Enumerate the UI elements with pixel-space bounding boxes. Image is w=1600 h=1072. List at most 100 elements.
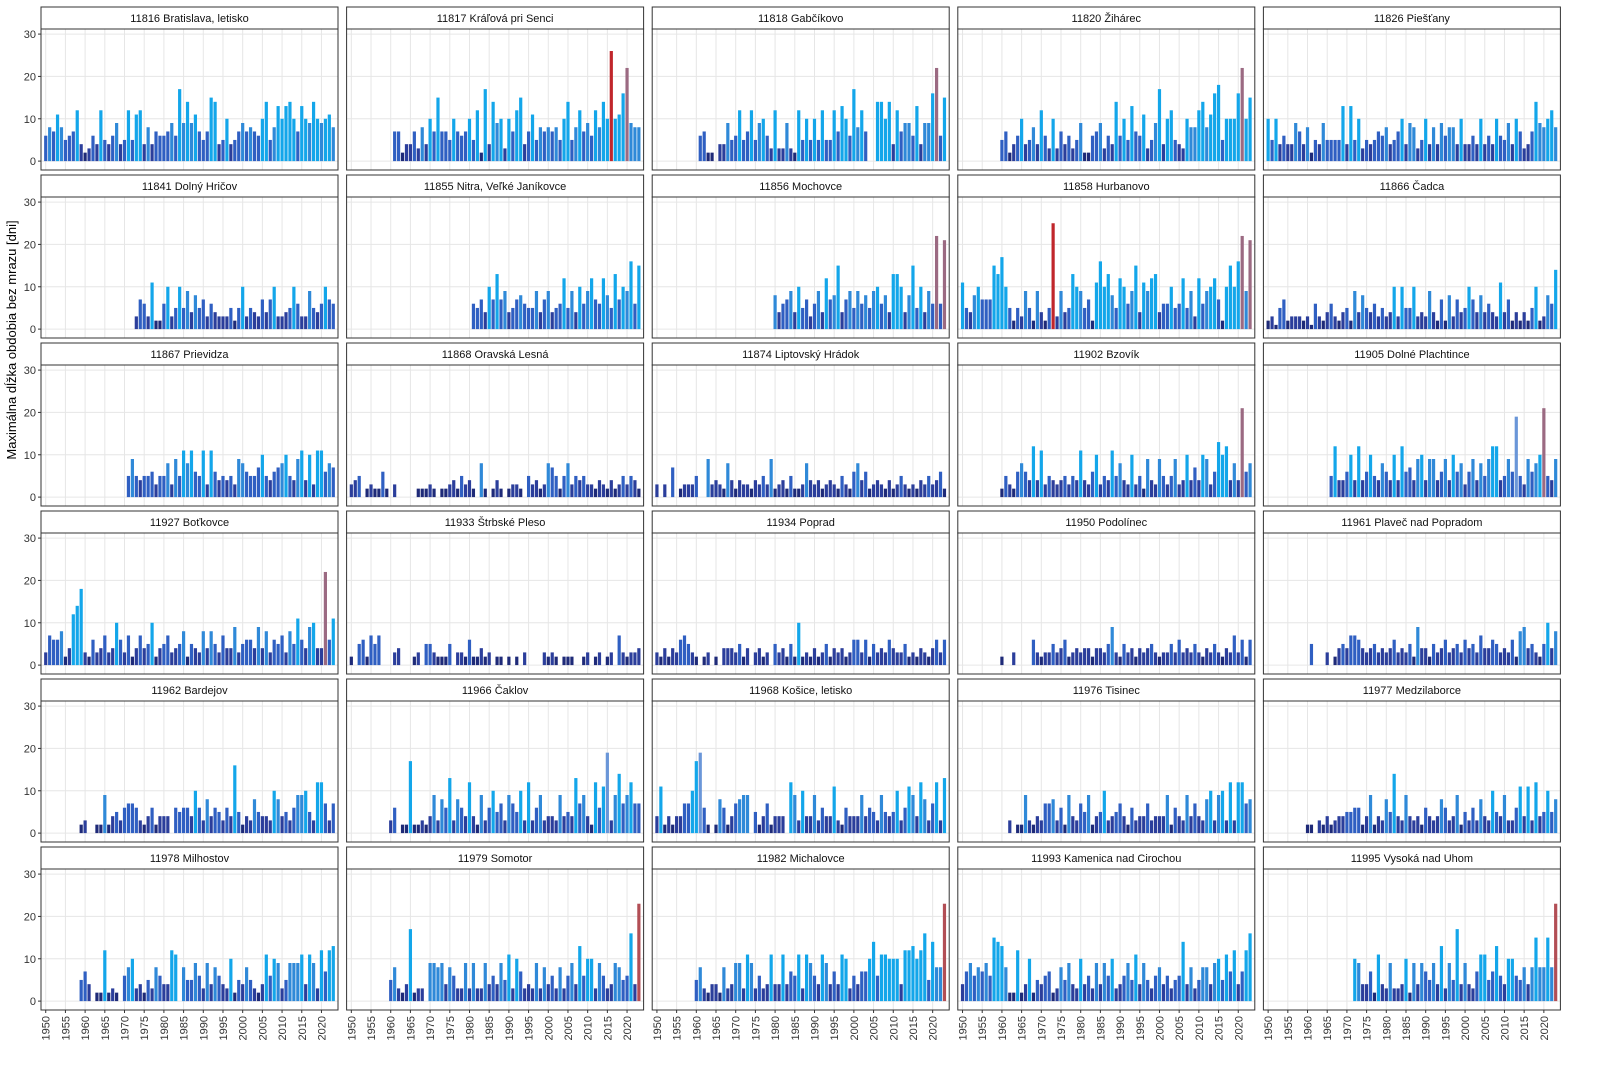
bar [1220,979,1225,1002]
bar [883,295,887,330]
bar [1471,807,1475,834]
bar [1396,988,1400,1002]
bar [1185,648,1189,666]
bar [710,484,714,498]
bar [495,274,499,330]
bar [1142,963,1146,1002]
bar [1027,307,1032,330]
bar [260,299,264,330]
bar [1376,816,1381,834]
bar [483,89,487,162]
bar [868,958,872,1002]
y-tick-label: 20 [24,743,36,755]
bar [1106,820,1110,834]
bar [1043,135,1047,162]
bar [170,123,174,162]
bar [671,824,675,834]
bar [546,127,550,162]
bar [1185,118,1189,162]
bar [1189,652,1193,666]
bar [1122,816,1126,834]
bar [860,480,864,498]
bar [988,975,992,1002]
bar [495,123,499,162]
bar [895,274,899,330]
bar [1309,324,1314,330]
bar [170,950,174,1002]
bar [1534,101,1538,162]
panel-title: 11818 Gabčíkovo [758,13,843,25]
bar [174,459,178,498]
bar [1146,648,1150,666]
bar [245,639,249,666]
bar [613,963,617,1002]
panel-border [957,28,1256,171]
bar [1502,648,1507,666]
bar [396,648,401,666]
bar [1232,950,1236,1002]
bar [538,795,542,834]
bar [122,975,127,1002]
bar [1146,148,1150,162]
bar [1494,446,1499,498]
bar [875,101,880,162]
bar [311,963,316,1002]
bar [142,475,146,498]
bar [1102,475,1106,498]
bar [574,475,578,498]
bar [1329,824,1333,834]
bar [1169,286,1173,330]
bar [225,648,229,666]
panel-title: 11817 Kráľová pri Senci [437,13,554,25]
bar [828,299,832,330]
bar [1248,97,1252,162]
bar [1181,480,1185,498]
bar [582,475,586,498]
bar [1435,480,1440,498]
bar [304,984,308,1002]
bar [601,101,606,162]
y-tick-label: 10 [24,282,36,294]
bar [209,450,213,498]
bar [225,988,229,1002]
y-tick-label: 0 [30,828,36,840]
bar [1004,131,1008,162]
bar [404,824,409,834]
bar [444,656,448,666]
bar [1216,442,1221,498]
bar [248,307,253,330]
bar [637,127,641,162]
bar [538,488,542,498]
bar [883,488,887,498]
bar [1459,118,1463,162]
bar [1181,652,1185,666]
bar [158,975,162,1002]
bar [1067,307,1071,330]
bar [99,648,103,666]
bar [300,795,304,834]
bar [1067,795,1071,834]
bar [1483,475,1487,498]
bar [1534,652,1538,666]
bar [1494,316,1499,330]
bar [1471,643,1475,666]
bar [690,790,694,834]
bar [964,971,969,1002]
bar [237,307,241,330]
x-tick-label: 1965 [100,1016,112,1040]
bar [1185,795,1189,834]
bar [562,475,566,498]
bar [1290,316,1294,330]
bar [1244,471,1248,498]
bar [566,463,570,498]
x-tick-label: 2000 [1154,1016,1166,1040]
x-tick-label: 1990 [198,1016,210,1040]
bar [280,988,284,1002]
bar [875,286,880,330]
bar [1317,820,1321,834]
bar [868,488,872,498]
bar [440,131,444,162]
bar [217,144,221,162]
bar [1012,144,1016,162]
bar [420,127,424,162]
